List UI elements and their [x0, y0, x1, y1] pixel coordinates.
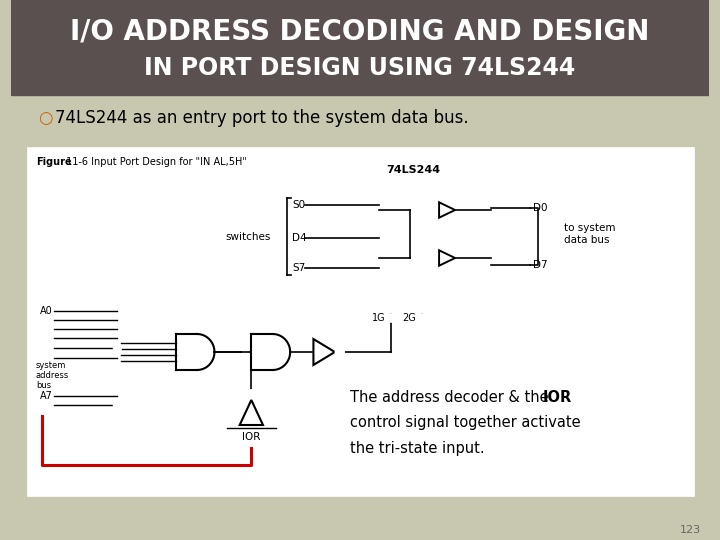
- Bar: [32, 298, 117, 416]
- Circle shape: [336, 348, 344, 356]
- Text: D0: D0: [533, 203, 547, 213]
- Text: address: address: [36, 372, 69, 381]
- Text: 2G: 2G: [402, 313, 416, 323]
- Text: the tri-state input.: the tri-state input.: [351, 442, 485, 456]
- Text: D4: D4: [292, 233, 307, 243]
- Text: 74LS244: 74LS244: [387, 165, 441, 175]
- Text: A0: A0: [40, 306, 53, 316]
- Text: IOR: IOR: [242, 432, 261, 442]
- Circle shape: [114, 401, 121, 409]
- Text: S7: S7: [292, 263, 305, 273]
- Text: A7: A7: [40, 391, 53, 401]
- Bar: [222, 390, 280, 448]
- Text: I/O ADDRESS DECODING AND DESIGN: I/O ADDRESS DECODING AND DESIGN: [71, 18, 649, 46]
- Circle shape: [114, 344, 121, 352]
- Text: system: system: [36, 361, 66, 370]
- Text: to system: to system: [564, 223, 616, 233]
- Bar: [11, 0, 709, 95]
- Text: IN PORT DESIGN USING 74LS244: IN PORT DESIGN USING 74LS244: [145, 56, 575, 80]
- Text: 1G: 1G: [372, 313, 385, 323]
- Text: switches: switches: [226, 232, 271, 242]
- Text: IOR: IOR: [542, 389, 572, 404]
- Text: Figure: Figure: [36, 157, 71, 167]
- Text: data bus: data bus: [564, 235, 609, 245]
- Text: D7: D7: [533, 260, 547, 270]
- Text: ○: ○: [38, 109, 53, 127]
- Circle shape: [418, 314, 426, 322]
- Text: S0: S0: [292, 200, 305, 210]
- Bar: [28, 148, 694, 496]
- Circle shape: [387, 314, 395, 322]
- Text: bus: bus: [36, 381, 51, 390]
- Text: The address decoder & the: The address decoder & the: [351, 389, 554, 404]
- Text: 11-6 Input Port Design for "IN AL,5H": 11-6 Input Port Design for "IN AL,5H": [63, 157, 247, 167]
- Text: control signal together activate: control signal together activate: [351, 415, 581, 430]
- Text: 74LS244 as an entry port to the system data bus.: 74LS244 as an entry port to the system d…: [55, 109, 469, 127]
- Text: 123: 123: [680, 525, 701, 535]
- Bar: [341, 375, 685, 475]
- Bar: [379, 178, 491, 318]
